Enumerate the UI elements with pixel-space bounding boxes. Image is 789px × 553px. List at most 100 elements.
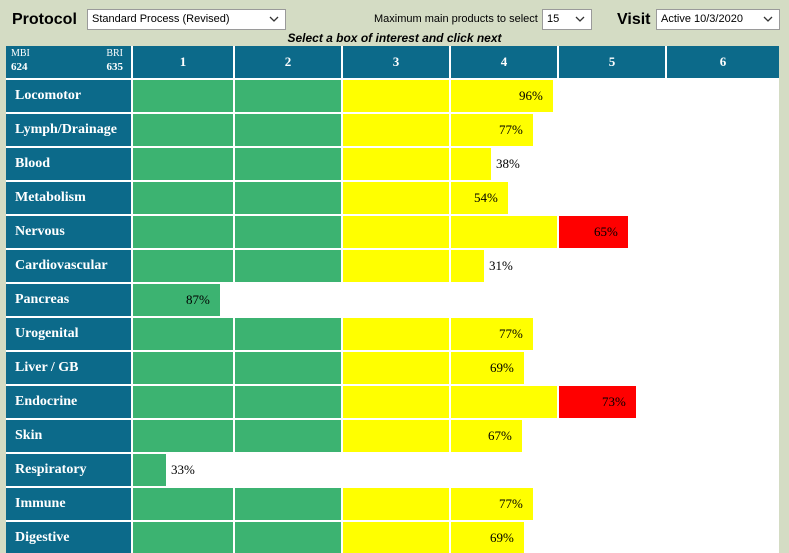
grid-cell-col-6[interactable] xyxy=(667,80,779,112)
grid-cell-col-1[interactable] xyxy=(133,386,233,418)
max-products-select[interactable]: 15 xyxy=(542,9,592,30)
grid-cell-col-5[interactable] xyxy=(559,420,665,452)
grid-cell-col-5[interactable] xyxy=(559,148,665,180)
grid-cell-col-3[interactable] xyxy=(343,284,449,316)
grid-cell-col-1[interactable] xyxy=(133,182,233,214)
grid-cell-col-5[interactable] xyxy=(559,114,665,146)
row-label[interactable]: Pancreas xyxy=(6,284,131,316)
grid-cell-col-4[interactable]: 96% xyxy=(451,80,557,112)
grid-cell-col-3[interactable] xyxy=(343,522,449,553)
row-label[interactable]: Endocrine xyxy=(6,386,131,418)
grid-cell-col-2[interactable] xyxy=(235,386,341,418)
grid-cell-col-1[interactable] xyxy=(133,216,233,248)
grid-cell-col-2[interactable] xyxy=(235,216,341,248)
row-label[interactable]: Nervous xyxy=(6,216,131,248)
grid-cell-col-2[interactable] xyxy=(235,182,341,214)
grid-cell-col-1[interactable] xyxy=(133,148,233,180)
grid-cell-col-5[interactable] xyxy=(559,352,665,384)
grid-cell-col-3[interactable] xyxy=(343,182,449,214)
grid-cell-col-5[interactable] xyxy=(559,250,665,282)
grid-cell-col-4[interactable]: 67% xyxy=(451,420,557,452)
grid-cell-col-4[interactable]: 69% xyxy=(451,352,557,384)
grid-cell-col-6[interactable] xyxy=(667,182,779,214)
grid-cell-col-6[interactable] xyxy=(667,148,779,180)
row-label[interactable]: Urogenital xyxy=(6,318,131,350)
row-label[interactable]: Locomotor xyxy=(6,80,131,112)
grid-cell-col-4[interactable]: 77% xyxy=(451,114,557,146)
grid-cell-col-3[interactable] xyxy=(343,250,449,282)
grid-cell-col-2[interactable] xyxy=(235,352,341,384)
grid-cell-col-3[interactable] xyxy=(343,148,449,180)
row-label[interactable]: Blood xyxy=(6,148,131,180)
grid-cell-col-4[interactable] xyxy=(451,386,557,418)
grid-cell-col-2[interactable] xyxy=(235,80,341,112)
grid-cell-col-5[interactable] xyxy=(559,284,665,316)
row-label[interactable]: Metabolism xyxy=(6,182,131,214)
grid-cell-col-3[interactable] xyxy=(343,352,449,384)
row-label[interactable]: Lymph/Drainage xyxy=(6,114,131,146)
grid-cell-col-2[interactable] xyxy=(235,522,341,553)
grid-cell-col-1[interactable]: 33% xyxy=(133,454,233,486)
grid-cell-col-3[interactable] xyxy=(343,216,449,248)
grid-cell-col-6[interactable] xyxy=(667,318,779,350)
grid-cell-col-3[interactable] xyxy=(343,420,449,452)
grid-cell-col-1[interactable] xyxy=(133,522,233,553)
row-label[interactable]: Skin xyxy=(6,420,131,452)
grid-cell-col-4[interactable]: 69% xyxy=(451,522,557,553)
grid-cell-col-2[interactable] xyxy=(235,454,341,486)
grid-cell-col-3[interactable] xyxy=(343,80,449,112)
row-label[interactable]: Cardiovascular xyxy=(6,250,131,282)
grid-cell-col-5[interactable] xyxy=(559,522,665,553)
grid-cell-col-2[interactable] xyxy=(235,148,341,180)
grid-cell-col-5[interactable] xyxy=(559,318,665,350)
grid-cell-col-2[interactable] xyxy=(235,318,341,350)
protocol-select[interactable]: Standard Process (Revised) xyxy=(87,9,286,30)
grid-cell-col-4[interactable]: 31% xyxy=(451,250,557,282)
grid-cell-col-4[interactable]: 77% xyxy=(451,488,557,520)
grid-cell-col-4[interactable]: 77% xyxy=(451,318,557,350)
grid-cell-col-6[interactable] xyxy=(667,284,779,316)
grid-cell-col-3[interactable] xyxy=(343,488,449,520)
grid-cell-col-1[interactable] xyxy=(133,114,233,146)
grid-cell-col-6[interactable] xyxy=(667,454,779,486)
grid-cell-col-1[interactable] xyxy=(133,352,233,384)
grid-cell-col-6[interactable] xyxy=(667,216,779,248)
grid-cell-col-4[interactable]: 38% xyxy=(451,148,557,180)
grid-cell-col-1[interactable] xyxy=(133,250,233,282)
grid-cell-col-2[interactable] xyxy=(235,488,341,520)
grid-cell-col-6[interactable] xyxy=(667,114,779,146)
row-label[interactable]: Respiratory xyxy=(6,454,131,486)
grid-cell-col-1[interactable]: 87% xyxy=(133,284,233,316)
grid-cell-col-1[interactable] xyxy=(133,420,233,452)
row-label[interactable]: Liver / GB xyxy=(6,352,131,384)
grid-cell-col-3[interactable] xyxy=(343,114,449,146)
grid-cell-col-5[interactable] xyxy=(559,182,665,214)
grid-cell-col-5[interactable] xyxy=(559,488,665,520)
grid-cell-col-1[interactable] xyxy=(133,488,233,520)
grid-cell-col-6[interactable] xyxy=(667,352,779,384)
grid-cell-col-6[interactable] xyxy=(667,250,779,282)
grid-cell-col-3[interactable] xyxy=(343,386,449,418)
grid-cell-col-4[interactable]: 54% xyxy=(451,182,557,214)
grid-cell-col-2[interactable] xyxy=(235,114,341,146)
grid-cell-col-4[interactable] xyxy=(451,216,557,248)
grid-cell-col-6[interactable] xyxy=(667,386,779,418)
visit-select[interactable]: Active 10/3/2020 xyxy=(656,9,780,30)
grid-cell-col-1[interactable] xyxy=(133,80,233,112)
grid-cell-col-4[interactable] xyxy=(451,284,557,316)
grid-cell-col-4[interactable] xyxy=(451,454,557,486)
grid-cell-col-1[interactable] xyxy=(133,318,233,350)
grid-cell-col-6[interactable] xyxy=(667,488,779,520)
grid-cell-col-2[interactable] xyxy=(235,284,341,316)
grid-cell-col-3[interactable] xyxy=(343,454,449,486)
grid-cell-col-3[interactable] xyxy=(343,318,449,350)
row-label[interactable]: Immune xyxy=(6,488,131,520)
grid-cell-col-5[interactable]: 65% xyxy=(559,216,665,248)
grid-cell-col-5[interactable] xyxy=(559,454,665,486)
grid-cell-col-6[interactable] xyxy=(667,420,779,452)
grid-cell-col-6[interactable] xyxy=(667,522,779,553)
grid-cell-col-2[interactable] xyxy=(235,420,341,452)
grid-cell-col-5[interactable] xyxy=(559,80,665,112)
grid-cell-col-2[interactable] xyxy=(235,250,341,282)
row-label[interactable]: Digestive xyxy=(6,522,131,553)
